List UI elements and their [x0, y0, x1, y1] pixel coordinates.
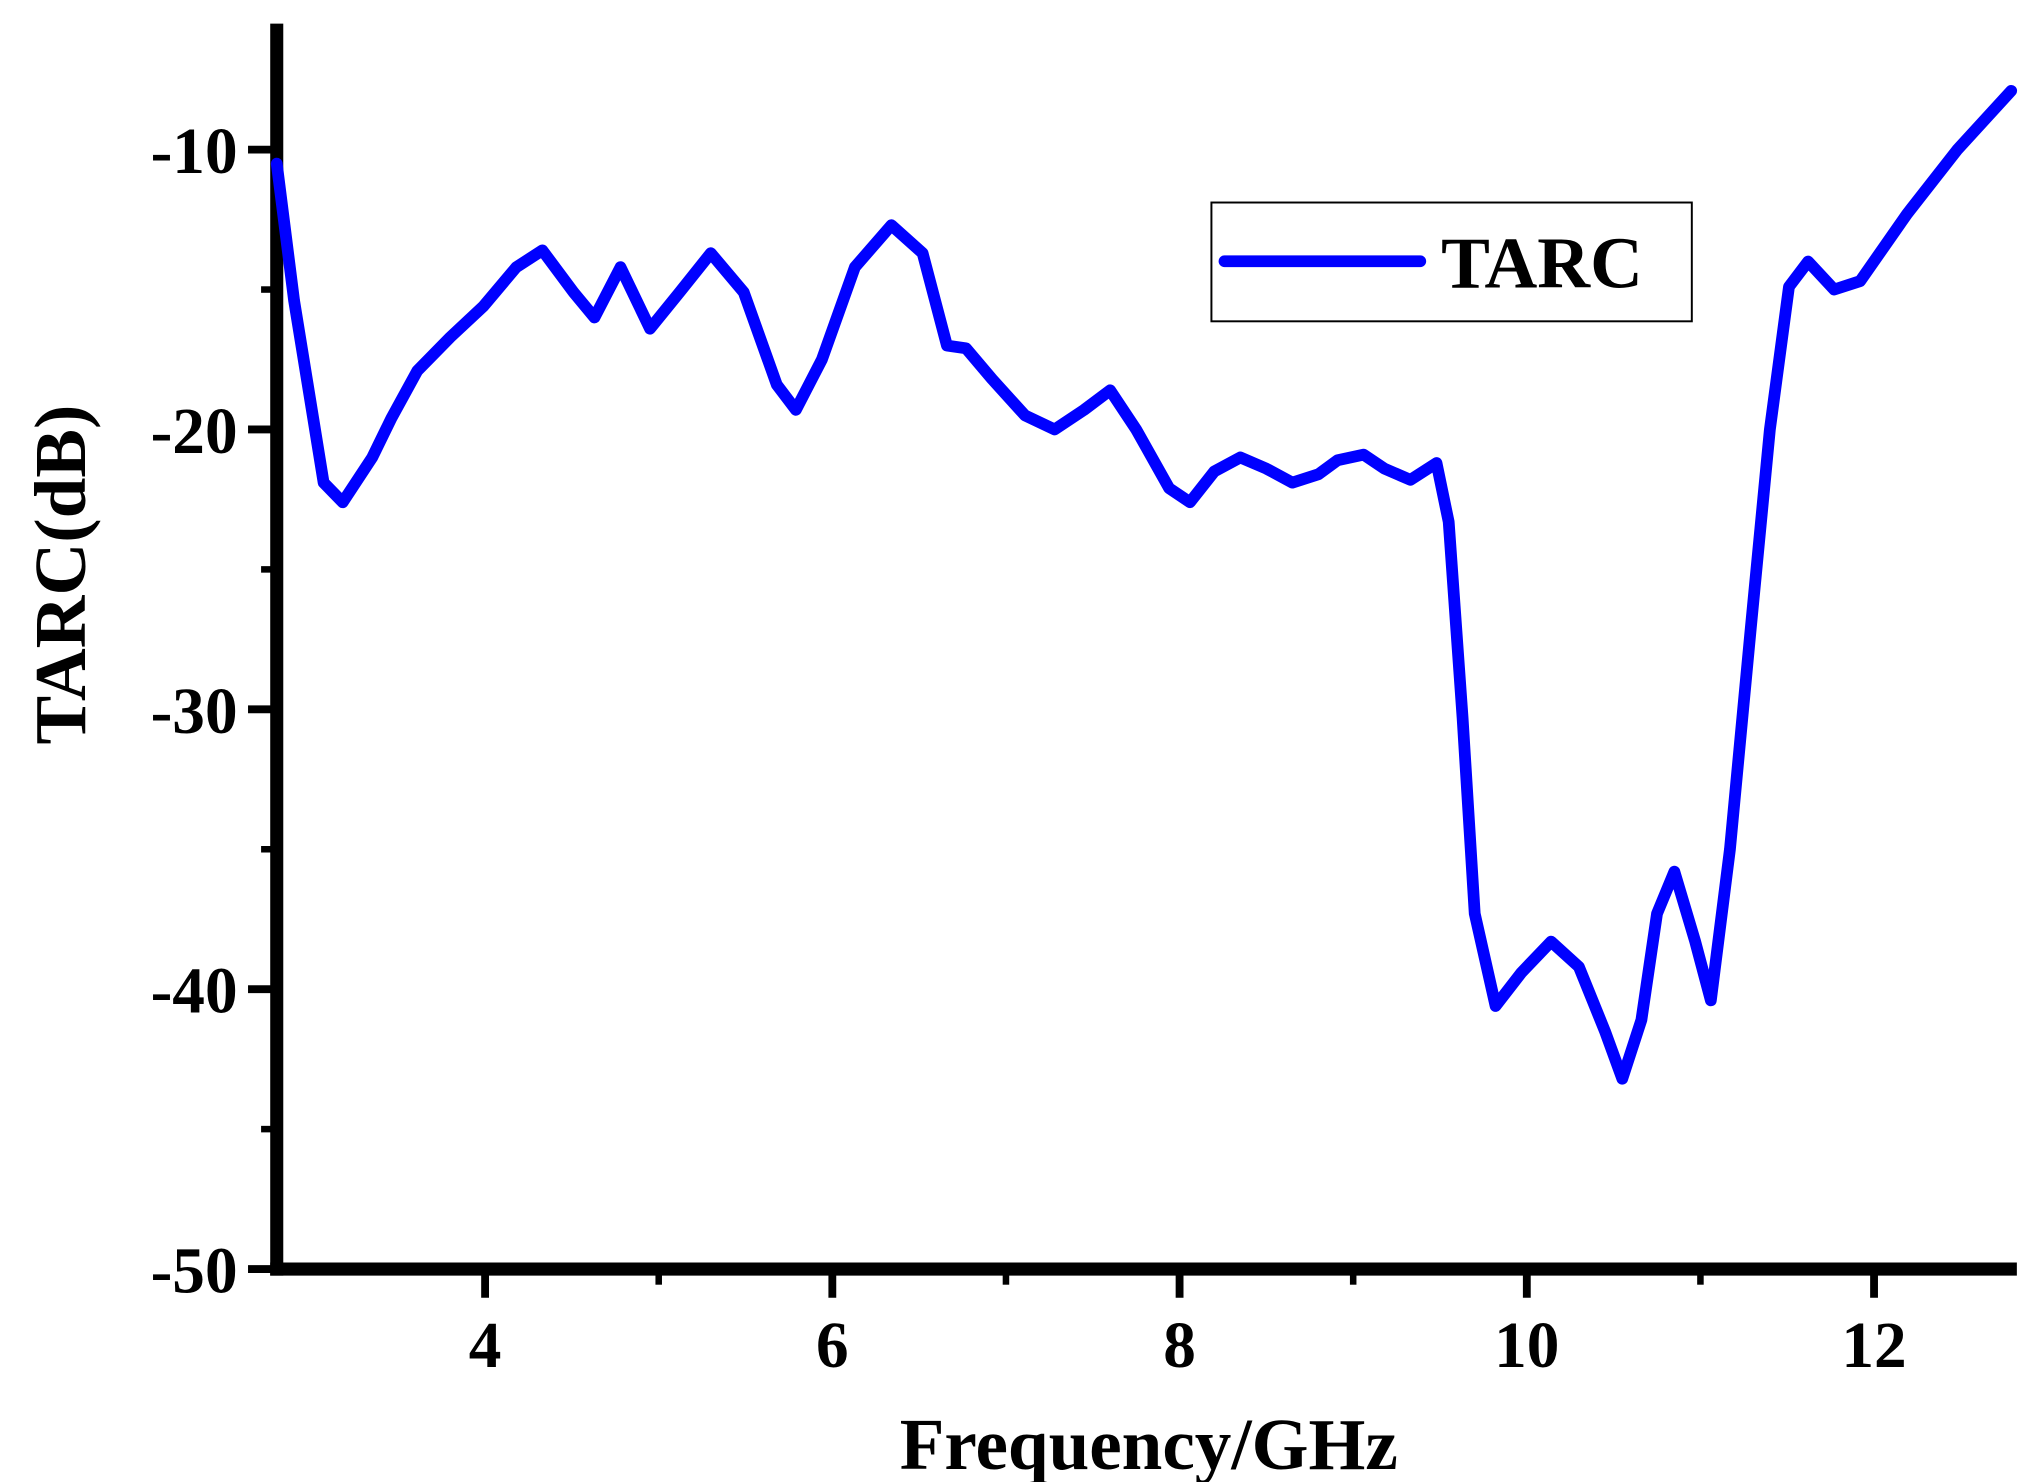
y-axis-label: TARC(dB) — [20, 405, 101, 745]
legend-label: TARC — [1441, 222, 1643, 303]
y-tick-label: -30 — [151, 676, 238, 748]
x-axis-label: Frequency/GHz — [900, 1404, 1398, 1482]
x-tick-label: 12 — [1841, 1310, 1906, 1382]
x-tick-label: 6 — [816, 1310, 849, 1382]
y-tick-label: -50 — [151, 1236, 238, 1308]
data-line — [270, 84, 2018, 1085]
y-tick-label: -20 — [151, 396, 238, 468]
x-tick-label: 10 — [1494, 1310, 1559, 1382]
x-tick-label: 8 — [1163, 1310, 1196, 1382]
x-tick-label: 4 — [469, 1310, 502, 1382]
y-tick-label: -10 — [151, 116, 238, 188]
y-tick-label: -40 — [151, 956, 238, 1028]
legend-box — [1210, 201, 1693, 323]
